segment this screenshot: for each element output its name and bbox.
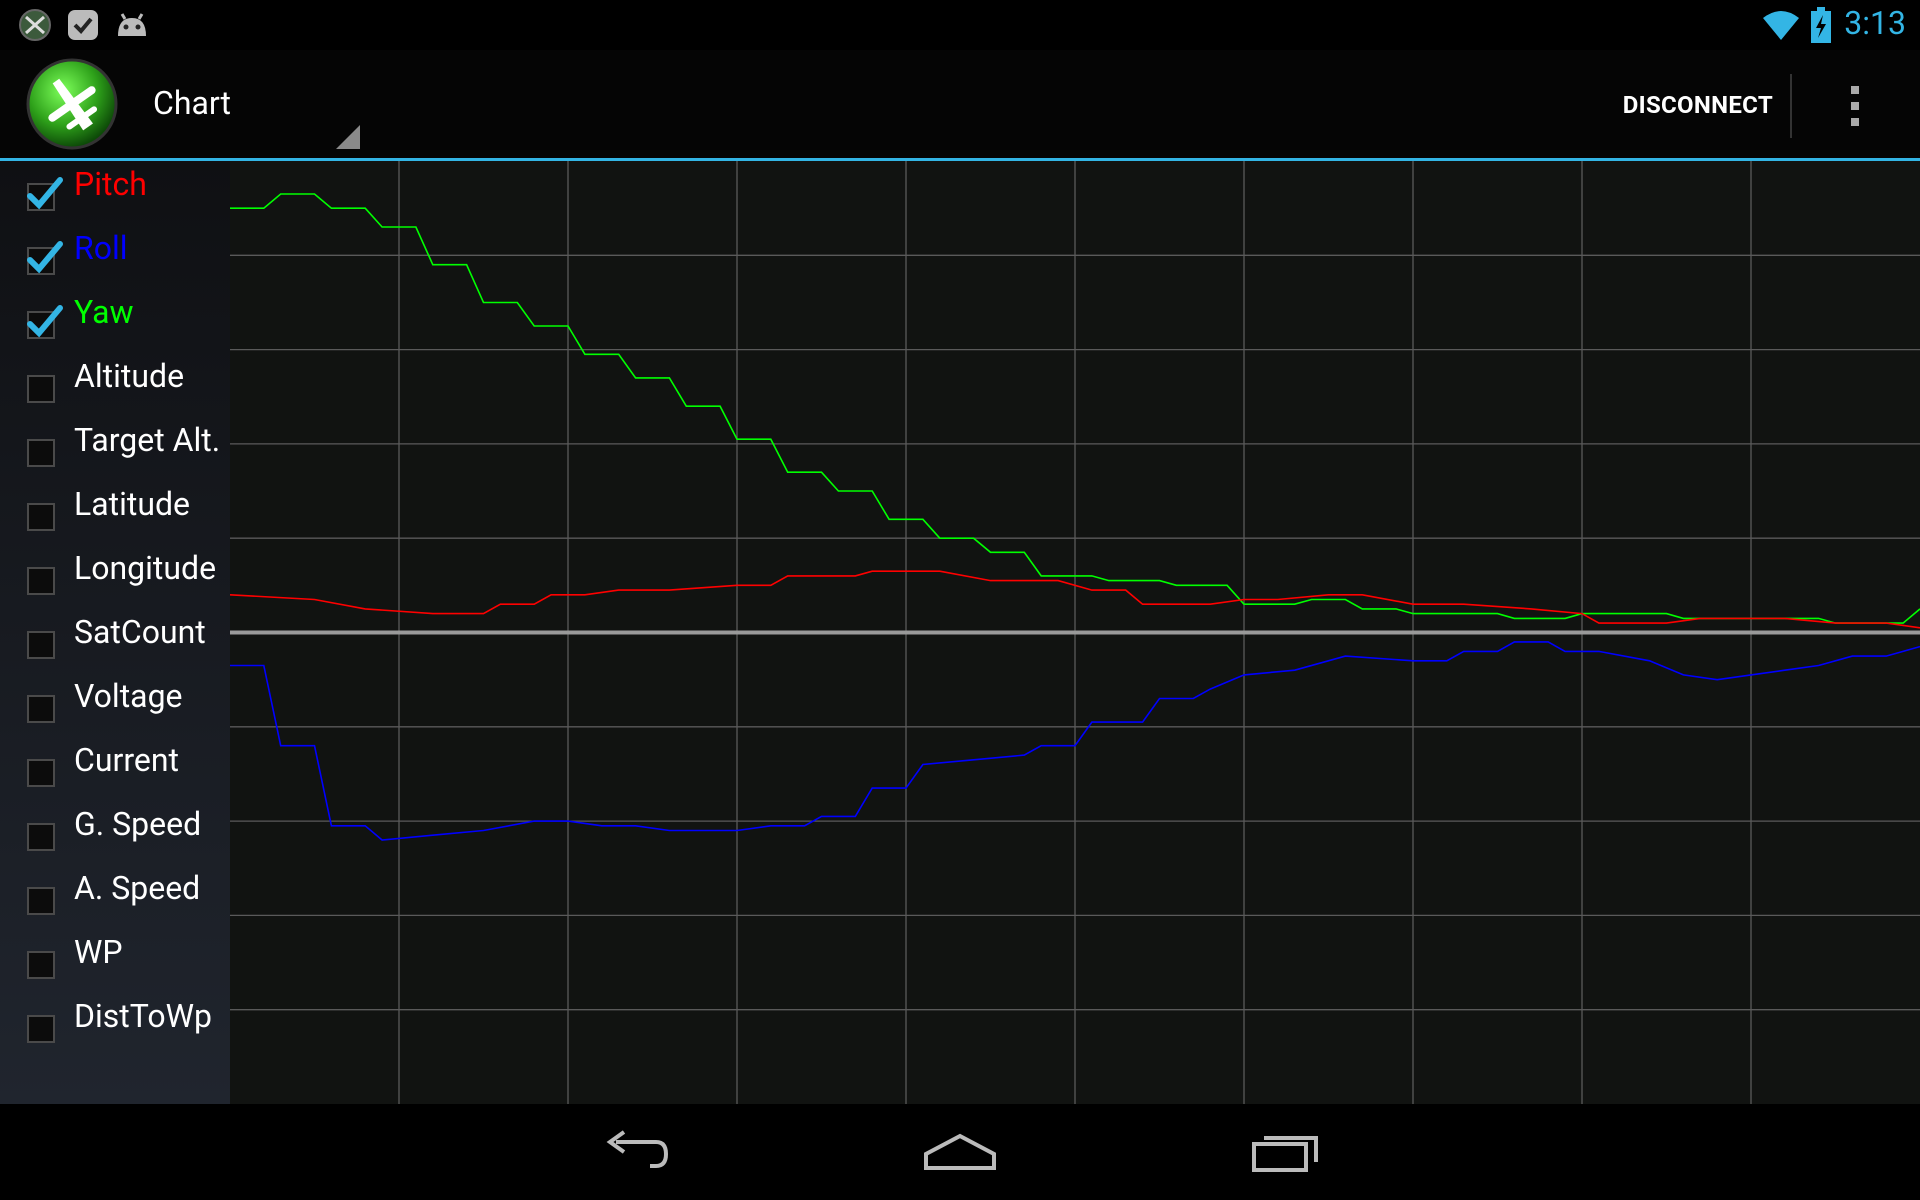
checkbox[interactable] xyxy=(27,951,55,979)
sidebar: Pitch Roll Yaw Altitude Target Alt. Latitude L… xyxy=(0,161,230,1104)
nav-bar xyxy=(0,1104,1920,1200)
action-bar-accent-line xyxy=(0,158,1920,161)
chart-area xyxy=(229,161,1920,1104)
sidebar-item-label: Voltage xyxy=(74,677,183,715)
chart-grid xyxy=(230,161,1920,1104)
status-clock: 3:13 xyxy=(1844,4,1906,42)
sidebar-item-label: Roll xyxy=(74,229,128,267)
sidebar-item-label: Latitude xyxy=(74,485,191,523)
checkmark-icon xyxy=(27,305,63,338)
chart-series xyxy=(229,193,1920,841)
page-title[interactable]: Chart xyxy=(153,84,231,122)
plane-notification-icon xyxy=(18,8,52,46)
sidebar-item-label: Yaw xyxy=(74,293,134,331)
action-bar-divider xyxy=(1790,74,1792,138)
sidebar-item-label: SatCount xyxy=(74,613,206,651)
overflow-menu-icon[interactable] xyxy=(1840,82,1870,132)
android-debug-icon xyxy=(114,8,150,46)
status-bar: 3:13 xyxy=(0,0,1920,50)
sidebar-item-g-speed[interactable]: G. Speed xyxy=(0,801,230,861)
checkbox[interactable] xyxy=(27,887,55,915)
checkbox[interactable] xyxy=(27,439,55,467)
sidebar-item-voltage[interactable]: Voltage xyxy=(0,673,230,733)
checkbox[interactable] xyxy=(27,567,55,595)
sidebar-item-label: DistToWp xyxy=(74,997,212,1035)
sidebar-item-latitude[interactable]: Latitude xyxy=(0,481,230,541)
series-line-pitch xyxy=(229,570,1920,629)
sidebar-item-roll[interactable]: Roll xyxy=(0,225,230,285)
sidebar-item-longitude[interactable]: Longitude xyxy=(0,545,230,605)
recent-apps-icon[interactable] xyxy=(1250,1124,1320,1184)
sidebar-item-label: Altitude xyxy=(74,357,185,395)
checkbox[interactable] xyxy=(27,241,63,275)
sidebar-item-label: Current xyxy=(74,741,179,779)
sidebar-item-label: Pitch xyxy=(74,165,147,203)
checkmark-icon xyxy=(27,241,63,274)
checkbox[interactable] xyxy=(27,375,55,403)
sidebar-item-target-alt[interactable]: Target Alt. xyxy=(0,417,230,477)
spinner-indicator-icon[interactable] xyxy=(336,125,360,149)
sidebar-item-label: G. Speed xyxy=(74,805,202,843)
sidebar-item-current[interactable]: Current xyxy=(0,737,230,797)
sidebar-item-pitch[interactable]: Pitch xyxy=(0,161,230,221)
checkbox[interactable] xyxy=(27,695,55,723)
checkbox[interactable] xyxy=(27,1015,55,1043)
sidebar-item-wp[interactable]: WP xyxy=(0,929,230,989)
sidebar-item-disttowp[interactable]: DistToWp xyxy=(0,993,230,1053)
home-icon[interactable] xyxy=(922,1124,998,1184)
checkbox[interactable] xyxy=(27,759,55,787)
sidebar-item-label: Target Alt. xyxy=(74,421,221,459)
chart-svg xyxy=(229,161,1920,1104)
series-line-yaw xyxy=(230,193,1920,624)
sidebar-item-satcount[interactable]: SatCount xyxy=(0,609,230,669)
action-bar xyxy=(0,50,1920,158)
sidebar-item-altitude[interactable]: Altitude xyxy=(0,353,230,413)
checkbox[interactable] xyxy=(27,631,55,659)
checkbox[interactable] xyxy=(27,503,55,531)
app-logo-icon[interactable] xyxy=(24,56,120,152)
disconnect-button[interactable]: DISCONNECT xyxy=(1622,91,1773,119)
checkmark-icon xyxy=(27,177,63,210)
check-notification-icon xyxy=(66,8,100,46)
sidebar-item-label: WP xyxy=(74,933,123,971)
checkbox[interactable] xyxy=(27,823,55,851)
wifi-icon xyxy=(1761,8,1801,46)
sidebar-item-a-speed[interactable]: A. Speed xyxy=(0,865,230,925)
sidebar-item-label: Longitude xyxy=(74,549,217,587)
battery-charging-icon xyxy=(1810,7,1832,47)
back-icon[interactable] xyxy=(600,1124,670,1184)
checkbox[interactable] xyxy=(27,177,63,211)
sidebar-item-yaw[interactable]: Yaw xyxy=(0,289,230,349)
sidebar-item-label: A. Speed xyxy=(74,869,201,907)
checkbox[interactable] xyxy=(27,305,63,339)
series-line-roll xyxy=(230,641,1920,841)
